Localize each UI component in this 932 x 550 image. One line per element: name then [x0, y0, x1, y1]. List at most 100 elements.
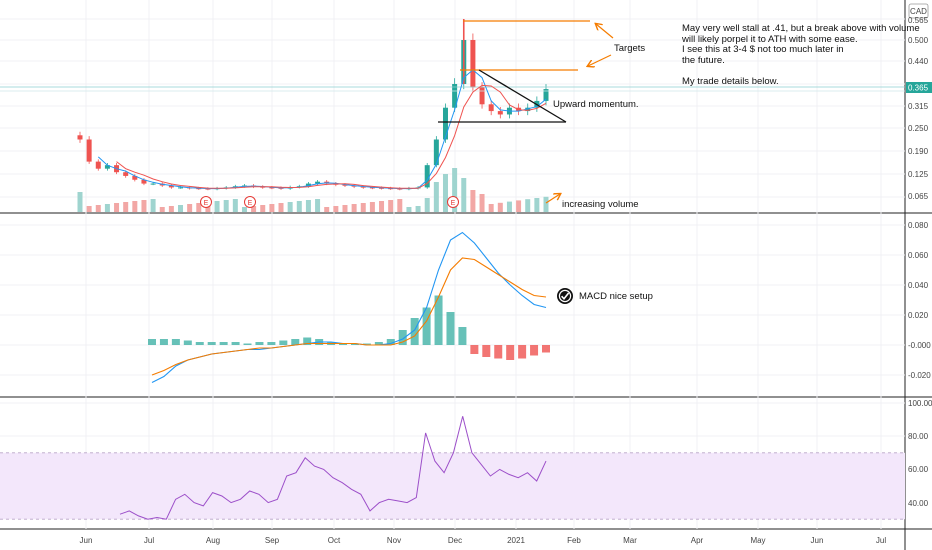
volume-bar-18 — [241, 207, 247, 212]
macd-histogram-bar-2 — [171, 339, 180, 345]
price-tick-0-250: 0.250 — [908, 124, 929, 133]
currency-box — [908, 3, 929, 19]
target-arrow-high[interactable] — [596, 24, 614, 39]
volume-bar-31 — [360, 203, 366, 212]
macd-histogram-bar-26 — [458, 327, 467, 345]
rsi-panel — [119, 416, 547, 520]
time-tick-apr: Apr — [691, 536, 704, 545]
volume-bar-38 — [424, 198, 430, 212]
candle-38 — [424, 165, 430, 188]
earnings-marker-1-circle[interactable] — [200, 196, 212, 208]
macd-histogram-bar-29 — [494, 345, 503, 359]
volume-bar-1 — [86, 206, 92, 212]
price-axis: CAD 0.565 0.500 0.440 0.365 0.315 0.250 … — [906, 3, 932, 201]
macd-histogram-bar-20 — [386, 339, 395, 345]
time-tick-aug: Aug — [206, 536, 220, 545]
macd-histogram-bar-16 — [339, 343, 348, 345]
volume-bar-8 — [150, 199, 156, 212]
upward-momentum-label: Upward momentum. — [553, 99, 639, 110]
volume-bar-13 — [196, 203, 202, 212]
rsi-tick-100: 100.00 — [908, 399, 932, 408]
rsi-band-fill — [0, 452, 905, 520]
time-tick-may: May — [750, 536, 765, 545]
note-line-5 — [682, 66, 907, 77]
macd-histogram-bar-4 — [195, 342, 204, 345]
macd-histogram-bar-11 — [279, 340, 288, 345]
volume-bar-24 — [296, 201, 302, 212]
earnings-marker-3-circle[interactable] — [447, 196, 459, 208]
volume-bar-19 — [251, 206, 257, 212]
macd-tick-neg-0-020: -0.020 — [908, 371, 931, 380]
macd-histogram-bar-19 — [374, 342, 383, 345]
price-tick-0-565: 0.565 — [908, 16, 929, 25]
volume-bar-22 — [278, 203, 284, 212]
macd-histogram-bar-6 — [219, 342, 228, 345]
earnings-marker-2-circle[interactable] — [244, 196, 256, 208]
increasing-volume-label: increasing volume — [562, 199, 639, 210]
volume-bar-5 — [123, 202, 129, 212]
candle-32 — [369, 187, 375, 189]
last-price-badge — [906, 82, 932, 93]
volume-bar-0 — [77, 192, 83, 212]
macd-histogram-bar-3 — [183, 340, 192, 345]
volume-bar-15 — [214, 201, 220, 212]
rsi-tick-60: 60.00 — [908, 465, 929, 474]
time-tick-jul-2021: Jul — [876, 536, 886, 545]
volume-bar-46 — [497, 202, 503, 212]
volume-bar-34 — [388, 200, 394, 212]
candle-2 — [95, 161, 101, 169]
volume-bar-28 — [333, 206, 339, 212]
volume-bar-40 — [442, 174, 448, 212]
macd-nice-setup-label: MACD nice setup — [579, 291, 653, 302]
time-tick-jul-2020: Jul — [144, 536, 154, 545]
volume-bar-50 — [534, 198, 540, 212]
volume-bar-32 — [369, 202, 375, 212]
macd-histogram-bar-12 — [291, 339, 300, 345]
volume-bar-25 — [305, 200, 311, 212]
volume-bar-9 — [159, 207, 165, 212]
price-tick-0-190: 0.190 — [908, 147, 929, 156]
checkmark-tick — [561, 292, 570, 301]
candle-11 — [178, 187, 184, 189]
time-tick-jun-2020: Jun — [80, 536, 93, 545]
candle-46 — [497, 111, 503, 115]
volume-arrow[interactable] — [545, 194, 560, 204]
macd-histogram-bar-30 — [506, 345, 515, 360]
volume-bar-21 — [269, 204, 275, 212]
candle-45 — [488, 104, 494, 112]
volume-bar-4 — [114, 203, 120, 212]
candle-5 — [123, 172, 129, 176]
macd-histogram-bar-32 — [530, 345, 539, 356]
macd-histogram-bar-1 — [159, 339, 168, 345]
volume-bars — [77, 168, 549, 212]
macd-histogram-bar-27 — [470, 345, 479, 354]
triangle-upper-trendline[interactable] — [478, 69, 567, 123]
earnings-marker-1[interactable]: E — [204, 200, 209, 207]
macd-histogram-bar-18 — [362, 343, 371, 345]
macd-histogram-bar-8 — [243, 343, 252, 345]
currency-label: CAD — [910, 7, 927, 16]
macd-histogram-bar-31 — [518, 345, 527, 359]
macd-tick-0-080: 0.080 — [908, 221, 929, 230]
candle-3 — [104, 165, 110, 169]
candle-6 — [132, 175, 138, 180]
time-tick-sep: Sep — [265, 536, 280, 545]
rsi-axis: 100.00 80.00 60.00 40.00 — [908, 399, 932, 508]
volume-bar-20 — [260, 205, 266, 212]
earnings-marker-2[interactable]: E — [248, 200, 253, 207]
candle-40 — [442, 107, 448, 140]
macd-histogram-bar-22 — [410, 318, 419, 345]
candle-21 — [269, 187, 275, 189]
drawings[interactable]: Targets Upward momentum. increasing volu… — [438, 20, 653, 304]
time-tick-2021: 2021 — [507, 536, 525, 545]
candles — [77, 19, 549, 191]
macd-histogram-bar-25 — [446, 312, 455, 345]
candle-25 — [305, 183, 311, 187]
earnings-marker-3[interactable]: E — [451, 200, 456, 207]
time-tick-dec: Dec — [448, 536, 462, 545]
macd-histogram-bar-23 — [422, 307, 431, 345]
candle-49 — [525, 107, 531, 112]
target-arrow-low[interactable] — [588, 54, 612, 66]
